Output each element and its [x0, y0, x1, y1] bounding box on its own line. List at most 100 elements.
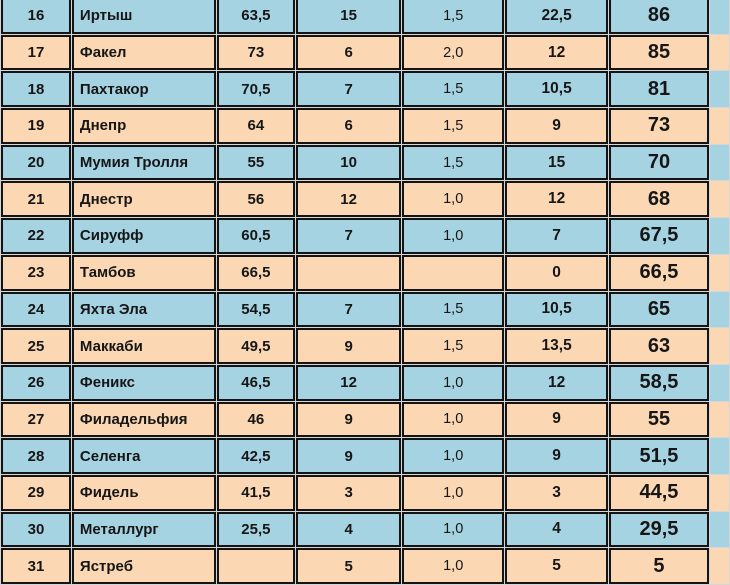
col6-cell[interactable]: 9 — [505, 438, 609, 474]
total-cell[interactable]: 5 — [609, 548, 709, 584]
col6-cell[interactable]: 9 — [505, 108, 609, 144]
total-cell[interactable]: 29,5 — [609, 511, 709, 548]
col3-cell[interactable]: 60,5 — [216, 218, 295, 254]
col3-cell[interactable]: 64 — [216, 108, 295, 144]
total-cell[interactable]: 63 — [609, 328, 709, 364]
col6-cell[interactable]: 7 — [505, 218, 609, 254]
team-name-cell[interactable]: Тамбов — [71, 254, 216, 291]
total-cell[interactable]: 55 — [609, 401, 709, 438]
col4-cell[interactable]: 6 — [295, 108, 402, 144]
col4-cell[interactable]: 15 — [295, 0, 402, 34]
team-name-cell[interactable]: Металлург — [71, 511, 216, 548]
team-name-cell[interactable]: Селенга — [71, 438, 216, 474]
team-name-cell[interactable]: Днестр — [71, 181, 216, 218]
col5-cell[interactable]: 1,0 — [402, 548, 505, 584]
col5-cell[interactable]: 1,0 — [402, 474, 505, 511]
col6-cell[interactable]: 5 — [505, 548, 609, 584]
rank-cell[interactable]: 27 — [1, 401, 71, 438]
total-cell[interactable]: 73 — [609, 108, 709, 144]
team-name-cell[interactable]: Маккаби — [71, 328, 216, 364]
col3-cell[interactable]: 73 — [216, 34, 295, 71]
col5-cell[interactable]: 1,5 — [402, 328, 505, 364]
team-name-cell[interactable]: Мумия Тролля — [71, 144, 216, 181]
col3-cell[interactable]: 54,5 — [216, 291, 295, 328]
col6-cell[interactable]: 10,5 — [505, 71, 609, 108]
col5-cell[interactable]: 1,5 — [402, 108, 505, 144]
team-name-cell[interactable]: Иртыш — [71, 0, 216, 34]
col4-cell[interactable]: 12 — [295, 364, 402, 401]
total-cell[interactable]: 58,5 — [609, 364, 709, 401]
team-name-cell[interactable]: Сируфф — [71, 218, 216, 254]
total-cell[interactable]: 51,5 — [609, 438, 709, 474]
col4-cell[interactable]: 7 — [295, 71, 402, 108]
col3-cell[interactable]: 46,5 — [216, 364, 295, 401]
col5-cell[interactable]: 1,0 — [402, 364, 505, 401]
col3-cell[interactable]: 63,5 — [216, 0, 295, 34]
col5-cell[interactable]: 1,5 — [402, 144, 505, 181]
rank-cell[interactable]: 23 — [1, 254, 71, 291]
col5-cell[interactable]: 1,5 — [402, 71, 505, 108]
col4-cell[interactable]: 7 — [295, 218, 402, 254]
col5-cell[interactable] — [402, 254, 505, 291]
col3-cell[interactable]: 42,5 — [216, 438, 295, 474]
rank-cell[interactable]: 17 — [1, 34, 71, 71]
total-cell[interactable]: 67,5 — [609, 218, 709, 254]
total-cell[interactable]: 81 — [609, 71, 709, 108]
team-name-cell[interactable]: Ястреб — [71, 548, 216, 584]
total-cell[interactable]: 70 — [609, 144, 709, 181]
col3-cell[interactable]: 70,5 — [216, 71, 295, 108]
rank-cell[interactable]: 31 — [1, 548, 71, 584]
col4-cell[interactable]: 6 — [295, 34, 402, 71]
total-cell[interactable]: 44,5 — [609, 474, 709, 511]
col5-cell[interactable]: 1,0 — [402, 181, 505, 218]
col4-cell[interactable]: 3 — [295, 474, 402, 511]
total-cell[interactable]: 68 — [609, 181, 709, 218]
rank-cell[interactable]: 16 — [1, 0, 71, 34]
rank-cell[interactable]: 22 — [1, 218, 71, 254]
rank-cell[interactable]: 18 — [1, 71, 71, 108]
total-cell[interactable]: 86 — [609, 0, 709, 34]
col3-cell[interactable]: 56 — [216, 181, 295, 218]
total-cell[interactable]: 65 — [609, 291, 709, 328]
col3-cell[interactable]: 46 — [216, 401, 295, 438]
col6-cell[interactable]: 0 — [505, 254, 609, 291]
col5-cell[interactable]: 1,5 — [402, 0, 505, 34]
team-name-cell[interactable]: Днепр — [71, 108, 216, 144]
col4-cell[interactable]: 4 — [295, 511, 402, 548]
col3-cell[interactable]: 55 — [216, 144, 295, 181]
col6-cell[interactable]: 13,5 — [505, 328, 609, 364]
team-name-cell[interactable]: Яхта Эла — [71, 291, 216, 328]
col6-cell[interactable]: 10,5 — [505, 291, 609, 328]
rank-cell[interactable]: 24 — [1, 291, 71, 328]
rank-cell[interactable]: 20 — [1, 144, 71, 181]
col4-cell[interactable] — [295, 254, 402, 291]
team-name-cell[interactable]: Факел — [71, 34, 216, 71]
col4-cell[interactable]: 10 — [295, 144, 402, 181]
col6-cell[interactable]: 4 — [505, 511, 609, 548]
team-name-cell[interactable]: Феникс — [71, 364, 216, 401]
col6-cell[interactable]: 22,5 — [505, 0, 609, 34]
rank-cell[interactable]: 21 — [1, 181, 71, 218]
col5-cell[interactable]: 1,0 — [402, 511, 505, 548]
rank-cell[interactable]: 26 — [1, 364, 71, 401]
col4-cell[interactable]: 12 — [295, 181, 402, 218]
col6-cell[interactable]: 12 — [505, 364, 609, 401]
col5-cell[interactable]: 1,0 — [402, 438, 505, 474]
total-cell[interactable]: 66,5 — [609, 254, 709, 291]
col4-cell[interactable]: 9 — [295, 328, 402, 364]
team-name-cell[interactable]: Филадельфия — [71, 401, 216, 438]
rank-cell[interactable]: 25 — [1, 328, 71, 364]
col4-cell[interactable]: 9 — [295, 438, 402, 474]
col4-cell[interactable]: 5 — [295, 548, 402, 584]
team-name-cell[interactable]: Пахтакор — [71, 71, 216, 108]
col6-cell[interactable]: 12 — [505, 181, 609, 218]
rank-cell[interactable]: 19 — [1, 108, 71, 144]
col3-cell[interactable]: 25,5 — [216, 511, 295, 548]
col5-cell[interactable]: 1,0 — [402, 218, 505, 254]
col5-cell[interactable]: 1,0 — [402, 401, 505, 438]
col3-cell[interactable]: 66,5 — [216, 254, 295, 291]
col3-cell[interactable]: 41,5 — [216, 474, 295, 511]
col5-cell[interactable]: 2,0 — [402, 34, 505, 71]
col6-cell[interactable]: 12 — [505, 34, 609, 71]
col6-cell[interactable]: 9 — [505, 401, 609, 438]
